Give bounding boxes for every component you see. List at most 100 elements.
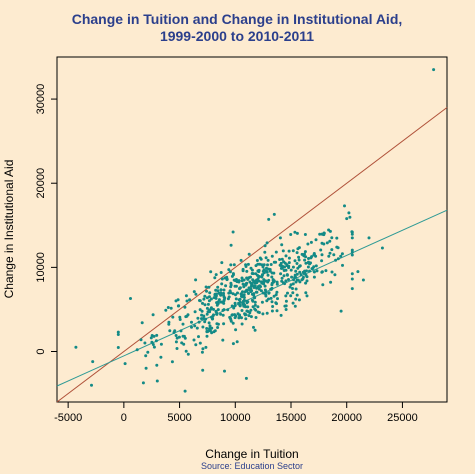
data-point [219,271,223,274]
data-point [265,311,269,315]
data-point [327,254,331,258]
data-point [143,341,147,345]
data-point [223,369,226,373]
data-point [334,258,338,262]
data-point [350,272,354,276]
data-point [144,354,148,358]
data-point [210,326,214,330]
data-point [272,294,276,298]
data-point [249,308,253,312]
data-point [255,278,259,282]
data-point [227,268,231,272]
data-point [297,255,301,259]
x-tick-label: -5000 [54,412,82,424]
data-point [205,312,209,316]
data-point [233,284,237,288]
data-point [270,271,274,275]
data-point [279,272,283,276]
data-point [174,334,178,337]
data-point [184,294,188,298]
data-point [205,334,209,338]
data-point [314,238,318,242]
data-point [278,236,282,240]
data-point [282,274,286,278]
data-point [261,269,265,273]
data-point [279,261,283,265]
data-point [205,289,208,293]
data-point [155,333,159,337]
data-point [291,265,295,269]
data-point [230,313,234,317]
data-point [231,292,235,296]
data-point [240,279,244,283]
data-point [328,239,332,243]
data-point [350,253,354,257]
data-point [269,263,273,266]
data-point [252,325,255,329]
data-point [246,305,250,309]
data-point [220,261,224,265]
data-point [211,314,215,318]
data-point [214,288,218,292]
data-point [164,308,168,312]
data-point [315,269,319,273]
data-point [207,321,211,325]
data-point [206,302,210,306]
data-point [190,325,193,329]
data-point [266,258,270,262]
data-point [262,278,266,282]
data-point [289,283,293,287]
data-point [222,301,226,305]
data-point [238,314,242,318]
data-point [270,254,274,258]
data-point [159,342,163,346]
data-point [348,215,352,219]
data-point [240,309,244,312]
data-point [213,276,217,280]
data-point [320,270,324,274]
data-point [291,287,294,290]
data-point [298,270,302,274]
data-point [339,309,343,313]
data-point [269,287,273,291]
data-point [90,383,93,387]
data-point [229,318,233,321]
data-point [305,275,309,279]
data-point [350,248,354,252]
data-point [284,308,288,311]
data-point [295,262,299,265]
data-point [310,255,314,259]
data-point [303,250,307,254]
data-point [220,282,224,286]
data-point [264,293,268,296]
data-point [282,269,286,272]
data-point [293,304,297,308]
data-point [350,287,354,291]
data-point [270,283,274,287]
data-point [258,284,262,288]
data-point [221,313,225,317]
data-point [264,256,268,260]
data-point [233,301,237,305]
plot-box [56,56,448,403]
data-point [255,259,259,262]
data-point [291,249,295,253]
data-point [135,348,139,352]
data-point [222,322,226,326]
data-point [297,298,301,302]
data-point [347,211,351,215]
data-point [201,301,204,305]
data-point [280,257,284,261]
data-point [292,278,296,282]
data-point [123,362,127,366]
data-point [287,266,291,270]
data-point [295,231,299,235]
data-point [279,313,283,317]
data-point [252,292,256,296]
data-point [183,336,187,340]
data-point [291,291,295,295]
data-point [265,241,269,245]
data-point [263,288,267,292]
data-point [356,270,360,274]
data-point [220,277,224,281]
